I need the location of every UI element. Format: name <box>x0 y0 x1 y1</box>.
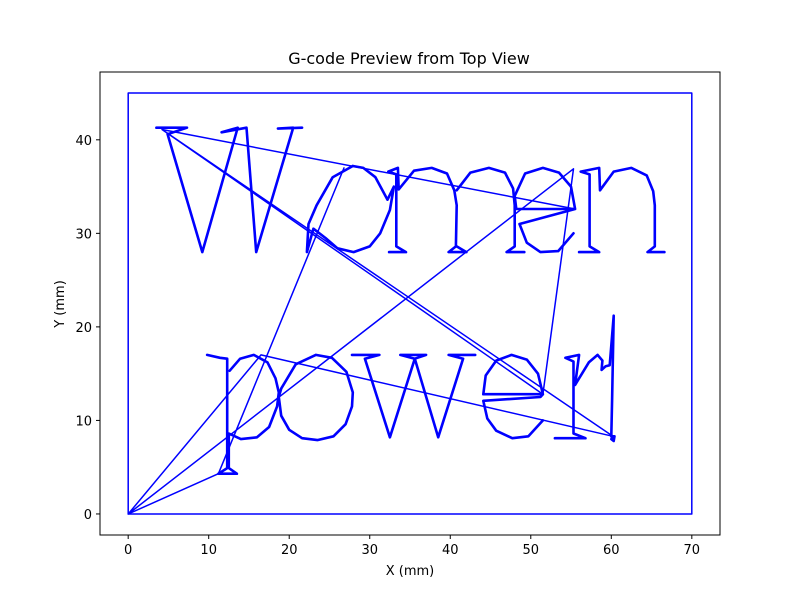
x-tick-label: 40 <box>442 543 459 558</box>
y-tick-label: 40 <box>75 134 92 149</box>
toolpath-series-8 <box>205 353 281 476</box>
x-tick-label: 50 <box>523 543 540 558</box>
toolpath-series-11 <box>481 353 545 440</box>
x-tick-label: 70 <box>684 543 701 558</box>
x-tick-label: 0 <box>124 543 132 558</box>
toolpath-series-5 <box>455 166 526 254</box>
toolpath-series-6 <box>513 166 577 254</box>
toolpath-series-0 <box>127 92 693 515</box>
x-tick-label: 20 <box>281 543 298 558</box>
toolpath-series-3 <box>305 164 396 254</box>
x-tick-label: 30 <box>361 543 378 558</box>
toolpath-series-12 <box>553 314 616 443</box>
toolpath-series-1 <box>127 128 614 515</box>
toolpath-series-10 <box>350 353 477 439</box>
x-tick-label: 60 <box>603 543 620 558</box>
y-axis-label: Y (mm) <box>53 280 68 329</box>
y-axis-ticks: 0 10 20 30 40 <box>75 134 100 523</box>
x-tick-label: 10 <box>200 543 217 558</box>
y-tick-label: 20 <box>75 321 92 336</box>
chart-title: G-code Preview from Top View <box>288 49 530 68</box>
toolpath-series-2 <box>155 126 304 254</box>
toolpath-series-7 <box>577 166 666 254</box>
y-tick-label: 10 <box>75 414 92 429</box>
x-axis-label: X (mm) <box>386 564 435 579</box>
y-tick-label: 30 <box>75 227 92 242</box>
x-axis-ticks: 0 10 20 30 40 50 60 70 <box>124 535 700 558</box>
toolpath-series-9 <box>277 353 355 442</box>
toolpath-series-4 <box>386 166 468 254</box>
plot-frame <box>99 71 721 536</box>
y-tick-label: 0 <box>84 508 92 523</box>
plot-area <box>127 92 693 515</box>
